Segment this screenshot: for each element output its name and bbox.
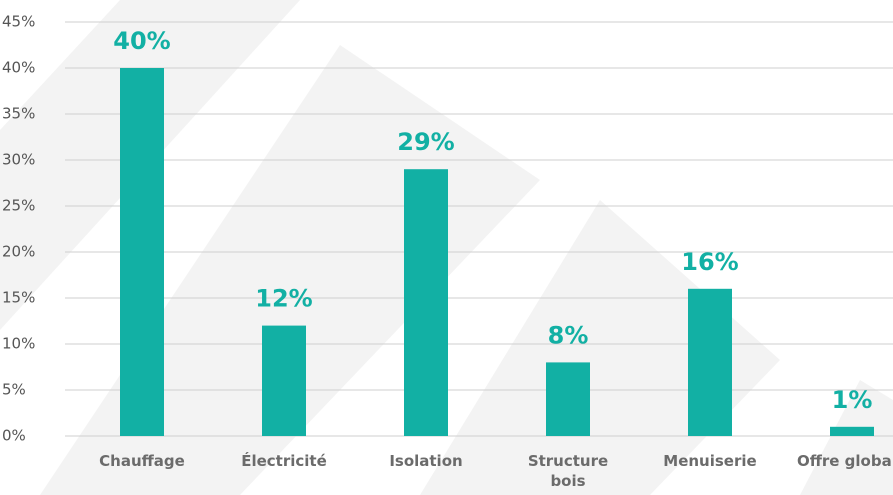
bar xyxy=(262,325,306,436)
data-label: 16% xyxy=(681,248,738,276)
bar xyxy=(546,362,590,436)
x-tick-label: Menuiserie xyxy=(663,452,757,470)
y-tick-label: 20% xyxy=(2,243,35,261)
data-label: 40% xyxy=(113,27,170,55)
y-tick-label: 10% xyxy=(2,335,35,353)
data-label: 29% xyxy=(397,128,454,156)
y-tick-label: 15% xyxy=(2,289,35,307)
data-label: 1% xyxy=(832,386,873,414)
x-tick-label: Offre globale xyxy=(796,452,893,470)
x-tick-label: Chauffage xyxy=(99,452,185,470)
y-tick-label: 35% xyxy=(2,105,35,123)
x-tick-label: Isolation xyxy=(389,452,463,470)
y-tick-label: 25% xyxy=(2,197,35,215)
bar xyxy=(120,68,164,436)
bar xyxy=(688,288,732,436)
y-tick-label: 5% xyxy=(2,381,26,399)
data-label: 8% xyxy=(548,321,589,349)
x-tick-label: Structure bois xyxy=(527,452,609,490)
bar xyxy=(404,169,448,436)
y-tick-label: 45% xyxy=(2,13,35,31)
y-tick-label: 40% xyxy=(2,59,35,77)
data-label: 12% xyxy=(255,285,312,313)
bar xyxy=(830,426,874,436)
y-tick-label: 30% xyxy=(2,151,35,169)
x-tick-label: Électricité xyxy=(241,452,327,470)
y-tick-label: 0% xyxy=(2,427,26,445)
